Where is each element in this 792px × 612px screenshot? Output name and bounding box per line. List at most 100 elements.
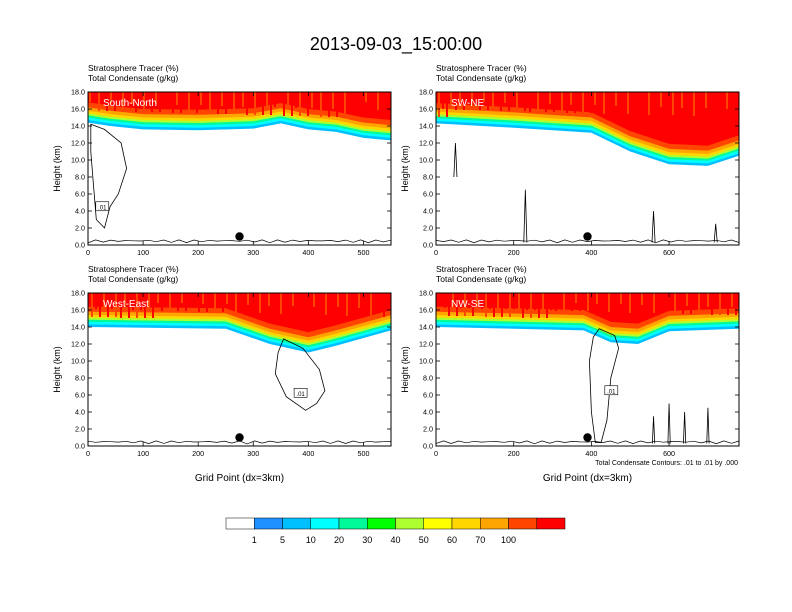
- field-label-tracer: Stratosphere Tracer (%): [436, 264, 527, 274]
- colorbar-box: [282, 517, 311, 530]
- tracer-streak: [518, 293, 520, 310]
- tracer-streak: [205, 92, 207, 106]
- tracer-streak: [512, 92, 514, 103]
- tracer-streak: [89, 92, 91, 102]
- tracer-streak: [707, 293, 709, 307]
- tracer-streak: [660, 92, 662, 107]
- tracer-streak: [616, 293, 618, 312]
- colorbar-box: [225, 517, 255, 530]
- colorbar-box: [395, 517, 424, 530]
- tracer-streak: [132, 293, 134, 310]
- tracer-streak: [600, 293, 602, 312]
- tracer-streak: [598, 92, 600, 113]
- tracer-streak: [272, 293, 274, 314]
- tracer-streak: [258, 92, 260, 107]
- tracer-streak: [233, 92, 235, 114]
- tracer-streak: [292, 293, 294, 306]
- tracer-streak: [719, 293, 721, 315]
- tracer-streak: [619, 92, 621, 114]
- tracer-streak: [172, 92, 174, 113]
- tracer-streak: [202, 293, 204, 304]
- tracer-streak: [357, 92, 359, 102]
- field-label-condensate: Total Condensate (g/kg): [436, 274, 526, 284]
- tracer-streak: [110, 92, 112, 103]
- tracer-streak: [734, 92, 736, 109]
- tracer-streak: [333, 293, 335, 315]
- tracer-streak: [463, 92, 465, 110]
- tracer-streak: [487, 92, 489, 110]
- tracer-streak: [235, 293, 237, 313]
- y-tick-label: 6.0: [75, 391, 85, 400]
- tracer-streak: [689, 92, 691, 108]
- tracer-streak: [317, 293, 319, 315]
- tracer-streak: [603, 92, 605, 114]
- tracer-streak: [188, 92, 190, 113]
- x-tick-label: 100: [137, 449, 149, 458]
- y-tick-label: 2.0: [75, 425, 85, 434]
- tracer-streak: [455, 92, 457, 110]
- tracer-streak: [464, 293, 466, 316]
- tracer-streak: [608, 293, 610, 312]
- tracer-streak: [221, 92, 223, 106]
- colorbar-box: [451, 517, 481, 530]
- tracer-streak: [307, 92, 309, 116]
- tracer-streak: [321, 293, 323, 307]
- y-tick-label: 6.0: [423, 190, 433, 199]
- tracer-streak: [99, 293, 101, 317]
- y-tick-label: 10.0: [419, 156, 433, 165]
- x-tick-label: 0: [86, 449, 90, 458]
- tracer-streak: [563, 293, 565, 311]
- tracer-streak: [222, 293, 224, 312]
- tracer-streak: [496, 92, 498, 103]
- tracer-streak: [361, 92, 363, 110]
- tracer-streak: [243, 293, 245, 313]
- x-tick-label: 200: [192, 248, 204, 257]
- tracer-streak: [374, 293, 376, 308]
- tracer-streak: [438, 92, 440, 117]
- tracer-streak: [217, 92, 219, 114]
- tracer-streak: [369, 92, 371, 110]
- tracer-streak: [508, 92, 510, 111]
- y-tick-label: 10.0: [71, 156, 85, 165]
- y-tick-label: 0.0: [75, 442, 85, 451]
- x-tick-label: 300: [247, 248, 259, 257]
- tracer-streak: [350, 293, 352, 308]
- tracer-streak: [582, 92, 584, 113]
- condensate-contour-surface: [88, 239, 391, 244]
- tracer-streak: [329, 293, 331, 307]
- contour-note: Total Condensate Contours: .01 to .01 by…: [595, 460, 738, 467]
- tracer-streak: [698, 293, 700, 314]
- tracer-streak: [730, 92, 732, 117]
- tracer-streak: [489, 293, 491, 309]
- y-tick-label: 16.0: [419, 306, 433, 315]
- tracer-streak: [442, 92, 444, 109]
- tracer-streak: [313, 293, 315, 307]
- field-label-tracer: Stratosphere Tracer (%): [436, 63, 527, 73]
- x-tick-label: 400: [585, 449, 597, 458]
- panel-title: NW-SE: [451, 299, 484, 310]
- field-label-condensate: Total Condensate (g/kg): [88, 73, 178, 83]
- tracer-streak: [682, 293, 684, 314]
- y-tick-label: 16.0: [71, 306, 85, 315]
- y-tick-label: 2.0: [423, 425, 433, 434]
- tracer-streak: [594, 92, 596, 105]
- tracer-streak: [723, 293, 725, 307]
- tracer-streak: [151, 92, 153, 112]
- tracer-streak: [239, 293, 241, 305]
- x-tick-label: 300: [247, 449, 259, 458]
- tracer-streak: [263, 293, 265, 305]
- tracer-streak: [631, 92, 633, 106]
- tracer-streak: [102, 92, 104, 103]
- tracer-streak: [136, 293, 138, 318]
- tracer-streak: [120, 293, 122, 318]
- tracer-streak: [620, 293, 622, 304]
- tracer-streak: [450, 92, 452, 109]
- y-tick-label: 14.0: [71, 323, 85, 332]
- tracer-streak: [126, 92, 128, 103]
- tracer-streak: [652, 92, 654, 107]
- tracer-streak: [340, 92, 342, 109]
- tracer-streak: [624, 293, 626, 312]
- condensate-contour-surface: [436, 239, 739, 244]
- tracer-streak: [697, 92, 699, 108]
- tracer-streak: [266, 92, 268, 107]
